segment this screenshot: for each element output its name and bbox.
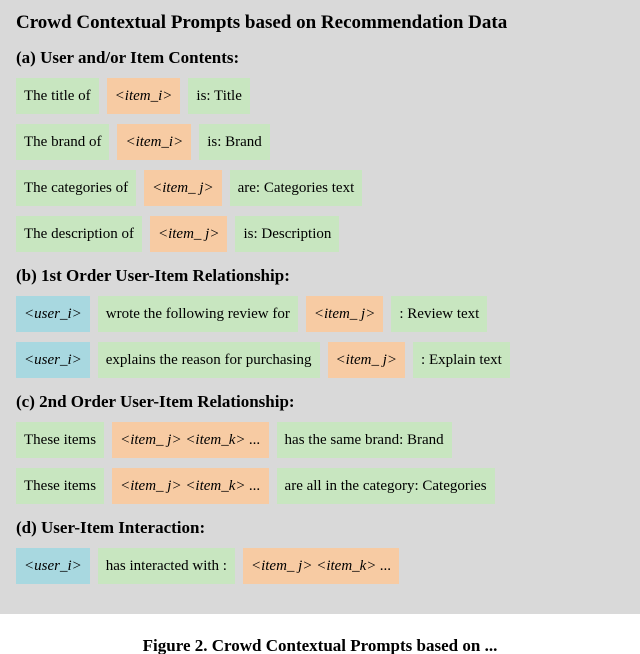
item-token: <item_ j> [144, 170, 222, 206]
text-chip: is: Brand [199, 124, 270, 160]
row-b-1: <user_i> explains the reason for purchas… [16, 342, 624, 378]
text-chip: are all in the category: Categories [277, 468, 495, 504]
item-token: <item_i> [107, 78, 181, 114]
row-a-1: The brand of <item_i> is: Brand [16, 124, 624, 160]
text-chip: is: Title [188, 78, 249, 114]
section-d-label: (d) User-Item Interaction: [16, 518, 624, 538]
item-token: <item_ j> <item_k> ... [112, 468, 268, 504]
section-c-label: (c) 2nd Order User-Item Relationship: [16, 392, 624, 412]
figure-caption: Figure 2. Crowd Contextual Prompts based… [0, 636, 640, 654]
text-chip: The categories of [16, 170, 136, 206]
text-chip: The description of [16, 216, 142, 252]
section-b-label: (b) 1st Order User-Item Relationship: [16, 266, 624, 286]
text-chip: has interacted with : [98, 548, 235, 584]
section-a-label: (a) User and/or Item Contents: [16, 48, 624, 68]
item-token: <item_ j> <item_k> ... [112, 422, 268, 458]
text-chip: are: Categories text [230, 170, 363, 206]
text-chip: is: Description [235, 216, 339, 252]
text-chip: The title of [16, 78, 99, 114]
text-chip: : Explain text [413, 342, 510, 378]
text-chip: explains the reason for purchasing [98, 342, 320, 378]
item-token: <item_ j> [306, 296, 384, 332]
text-chip: These items [16, 422, 104, 458]
text-chip: These items [16, 468, 104, 504]
text-chip: wrote the following review for [98, 296, 298, 332]
row-c-0: These items <item_ j> <item_k> ... has t… [16, 422, 624, 458]
row-d-0: <user_i> has interacted with : <item_ j>… [16, 548, 624, 584]
user-token: <user_i> [16, 342, 90, 378]
text-chip: The brand of [16, 124, 109, 160]
item-token: <item_ j> [150, 216, 228, 252]
item-token: <item_i> [117, 124, 191, 160]
item-token: <item_ j> [328, 342, 406, 378]
item-token: <item_ j> <item_k> ... [243, 548, 399, 584]
user-token: <user_i> [16, 548, 90, 584]
text-chip: : Review text [391, 296, 487, 332]
user-token: <user_i> [16, 296, 90, 332]
row-c-1: These items <item_ j> <item_k> ... are a… [16, 468, 624, 504]
figure-title: Crowd Contextual Prompts based on Recomm… [16, 12, 624, 34]
row-a-0: The title of <item_i> is: Title [16, 78, 624, 114]
row-b-0: <user_i> wrote the following review for … [16, 296, 624, 332]
figure-panel: Crowd Contextual Prompts based on Recomm… [0, 0, 640, 614]
text-chip: has the same brand: Brand [277, 422, 452, 458]
row-a-3: The description of <item_ j> is: Descrip… [16, 216, 624, 252]
row-a-2: The categories of <item_ j> are: Categor… [16, 170, 624, 206]
